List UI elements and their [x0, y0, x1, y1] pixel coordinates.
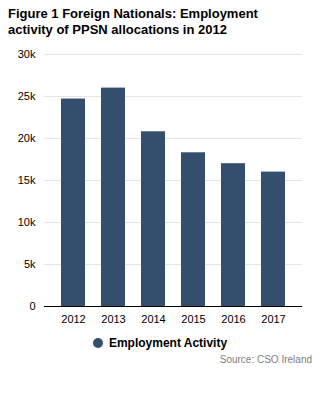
svg-text:2014: 2014 — [141, 313, 165, 325]
svg-text:15k: 15k — [18, 174, 36, 186]
svg-text:0: 0 — [29, 300, 35, 312]
svg-text:2015: 2015 — [181, 313, 205, 325]
svg-text:5k: 5k — [24, 258, 36, 270]
svg-text:2013: 2013 — [101, 313, 125, 325]
svg-text:25k: 25k — [18, 90, 36, 102]
svg-text:20k: 20k — [18, 132, 36, 144]
svg-text:30k: 30k — [18, 48, 36, 60]
html-text:Employment Activity: Employment Activity — [108, 336, 228, 350]
svg-text:2017: 2017 — [261, 313, 285, 325]
svg-text:2012: 2012 — [61, 313, 85, 325]
svg-text:2016: 2016 — [221, 313, 245, 325]
html-text:Source: CSO Ireland: Source: CSO Ireland — [219, 354, 312, 365]
html-text:Figure 1 Foreign Nationals: Em: Figure 1 Foreign Nationals: Employment a… — [8, 6, 258, 37]
svg-text:10k: 10k — [18, 216, 36, 228]
